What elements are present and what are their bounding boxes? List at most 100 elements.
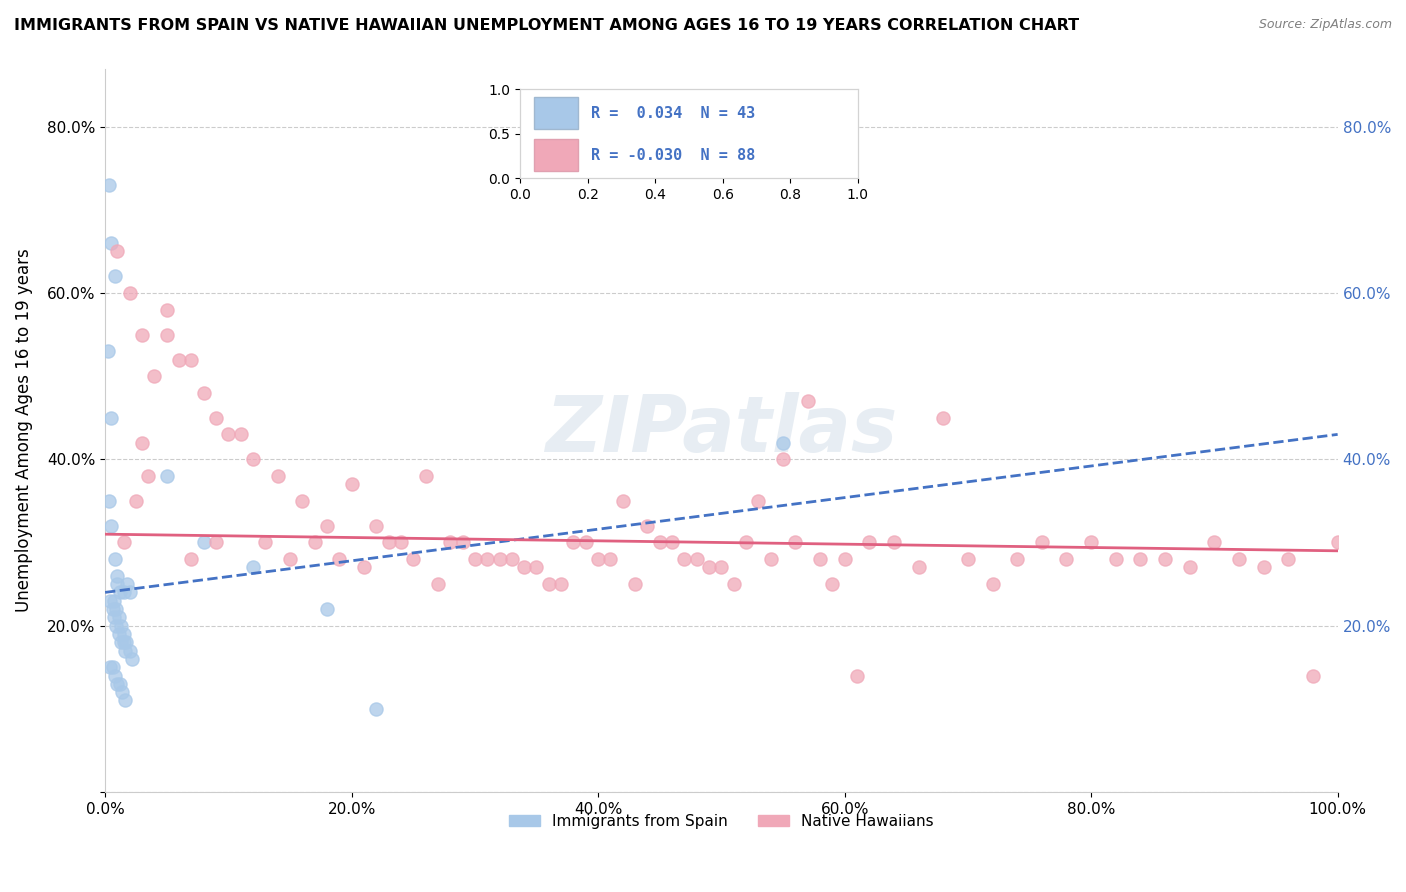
Point xyxy=(316,519,339,533)
Point xyxy=(501,552,523,566)
Point xyxy=(97,494,120,508)
Point xyxy=(624,577,647,591)
Point xyxy=(562,535,585,549)
Point xyxy=(1227,552,1250,566)
Point xyxy=(1178,560,1201,574)
Point xyxy=(98,660,121,674)
Point xyxy=(845,668,868,682)
Point xyxy=(612,494,634,508)
Point xyxy=(118,585,141,599)
Point xyxy=(112,535,135,549)
Point xyxy=(402,552,425,566)
Point xyxy=(686,552,709,566)
Point xyxy=(143,369,166,384)
Point xyxy=(377,535,399,549)
Point xyxy=(636,519,658,533)
Point xyxy=(513,560,536,574)
Point xyxy=(112,635,135,649)
Point xyxy=(217,427,239,442)
Point xyxy=(111,685,134,699)
Point xyxy=(304,535,326,549)
Point xyxy=(110,635,132,649)
Point xyxy=(785,535,807,549)
Point xyxy=(114,693,136,707)
Point xyxy=(291,494,314,508)
Point xyxy=(735,535,758,549)
Point xyxy=(101,660,124,674)
Point xyxy=(772,452,794,467)
Point xyxy=(808,552,831,566)
Point xyxy=(796,394,818,409)
Point xyxy=(121,652,143,666)
Text: Source: ZipAtlas.com: Source: ZipAtlas.com xyxy=(1258,18,1392,31)
Point xyxy=(118,643,141,657)
Point xyxy=(353,560,375,574)
Point xyxy=(125,494,148,508)
Point xyxy=(415,469,437,483)
Point xyxy=(661,535,683,549)
Point xyxy=(316,602,339,616)
Point xyxy=(136,469,159,483)
Point xyxy=(156,302,179,317)
Point xyxy=(117,577,139,591)
Point xyxy=(104,552,127,566)
Point xyxy=(550,577,572,591)
FancyBboxPatch shape xyxy=(534,139,578,171)
Legend: Immigrants from Spain, Native Hawaiians: Immigrants from Spain, Native Hawaiians xyxy=(503,808,939,835)
Text: R = -0.030  N = 88: R = -0.030 N = 88 xyxy=(591,148,755,162)
Point xyxy=(575,535,598,549)
Point xyxy=(104,269,127,284)
Point xyxy=(254,535,277,549)
Point xyxy=(477,552,499,566)
Point xyxy=(97,344,120,359)
FancyBboxPatch shape xyxy=(534,97,578,129)
Point xyxy=(1204,535,1226,549)
Point xyxy=(180,552,202,566)
Y-axis label: Unemployment Among Ages 16 to 19 years: Unemployment Among Ages 16 to 19 years xyxy=(15,248,32,612)
Point xyxy=(107,568,129,582)
Point xyxy=(229,427,252,442)
Point xyxy=(193,385,215,400)
Point xyxy=(112,585,135,599)
Point xyxy=(451,535,474,549)
Point xyxy=(834,552,856,566)
Point xyxy=(586,552,609,566)
Point xyxy=(1253,560,1275,574)
Point xyxy=(1080,535,1102,549)
Point xyxy=(98,593,121,607)
Point xyxy=(115,635,138,649)
Point xyxy=(100,236,122,251)
Point xyxy=(1105,552,1128,566)
Point xyxy=(107,577,129,591)
Point xyxy=(1005,552,1028,566)
Point xyxy=(101,602,124,616)
Point xyxy=(981,577,1004,591)
Point xyxy=(599,552,621,566)
Point xyxy=(1154,552,1177,566)
Point xyxy=(107,244,129,259)
Point xyxy=(697,560,720,574)
Point xyxy=(97,178,120,192)
Point xyxy=(883,535,905,549)
Point xyxy=(167,352,190,367)
Point xyxy=(205,535,228,549)
Point xyxy=(426,577,449,591)
Point xyxy=(118,286,141,301)
Point xyxy=(131,327,153,342)
Point xyxy=(100,519,122,533)
Point xyxy=(242,560,264,574)
Point xyxy=(156,469,179,483)
Point xyxy=(1031,535,1053,549)
Point xyxy=(439,535,461,549)
Point xyxy=(1277,552,1299,566)
Point xyxy=(108,677,131,691)
Point xyxy=(242,452,264,467)
Point xyxy=(537,577,560,591)
Point xyxy=(340,477,363,491)
Point xyxy=(389,535,412,549)
Point xyxy=(488,552,510,566)
Point xyxy=(103,593,125,607)
Point xyxy=(114,643,136,657)
Point xyxy=(328,552,350,566)
Text: R =  0.034  N = 43: R = 0.034 N = 43 xyxy=(591,106,755,120)
